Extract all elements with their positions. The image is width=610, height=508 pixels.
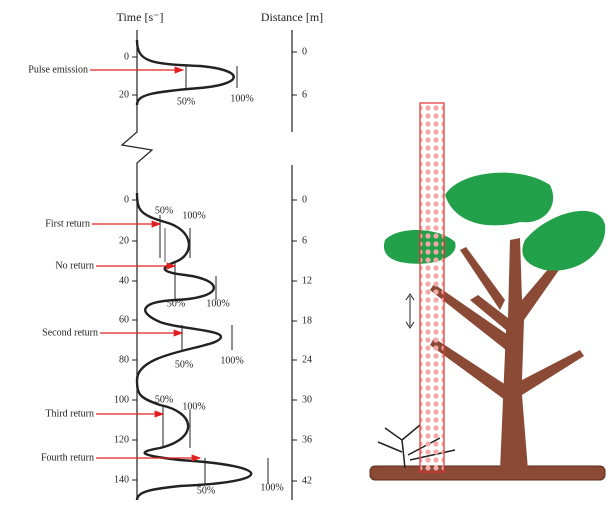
half-label: 50% [177, 96, 195, 107]
time-tick-label: 140 [114, 474, 129, 485]
half-label: 50% [197, 485, 215, 496]
distance-tick-label: 6 [302, 89, 307, 100]
distance-axis-title: Distance [m] [261, 10, 323, 24]
peak-label: 100% [260, 482, 283, 493]
peak-label: 100% [220, 355, 243, 366]
half-label: 50% [155, 205, 173, 216]
distance-tick-label: 42 [302, 475, 312, 486]
half-label: 50% [175, 359, 193, 370]
distance-tick-label: 0 [302, 194, 307, 205]
time-axis-title: Time [s⁻] [117, 10, 164, 24]
time-tick-label: 60 [119, 314, 129, 325]
event-label: Fourth return [41, 452, 94, 463]
time-tick-label: 0 [124, 194, 129, 205]
time-tick-label: 40 [119, 275, 129, 286]
time-tick-label: 120 [114, 434, 129, 445]
time-tick-label: 0 [124, 51, 129, 62]
event-label: First return [45, 218, 90, 229]
lidar-diagram: Time [s⁻] Distance [m] 02006020406080100… [0, 0, 610, 508]
tree-scene [370, 103, 605, 480]
distance-tick-label: 24 [302, 354, 312, 365]
event-label: Pulse emission [28, 64, 88, 75]
event-label: Second return [42, 327, 98, 338]
waveform-bottom [137, 193, 251, 500]
peak-label: 100% [230, 93, 253, 104]
time-tick-label: 20 [119, 235, 129, 246]
distance-tick-label: 12 [302, 275, 312, 286]
markers [160, 66, 268, 484]
distance-tick-label: 0 [302, 46, 307, 57]
time-tick-label: 20 [119, 89, 129, 100]
time-tick-label: 100 [114, 394, 129, 405]
event-label: No return [55, 260, 94, 271]
distance-tick-label: 36 [302, 434, 312, 445]
distance-tick-label: 30 [302, 394, 312, 405]
peak-label: 100% [182, 401, 205, 412]
peak-label: 100% [182, 210, 205, 221]
half-label: 50% [167, 298, 185, 309]
event-label: Third return [45, 408, 94, 419]
distance-tick-label: 6 [302, 235, 307, 246]
waveform-top [137, 40, 234, 105]
half-label: 50% [155, 394, 173, 405]
time-tick-label: 80 [119, 354, 129, 365]
distance-tick-label: 18 [302, 315, 312, 326]
peak-label: 100% [206, 298, 229, 309]
